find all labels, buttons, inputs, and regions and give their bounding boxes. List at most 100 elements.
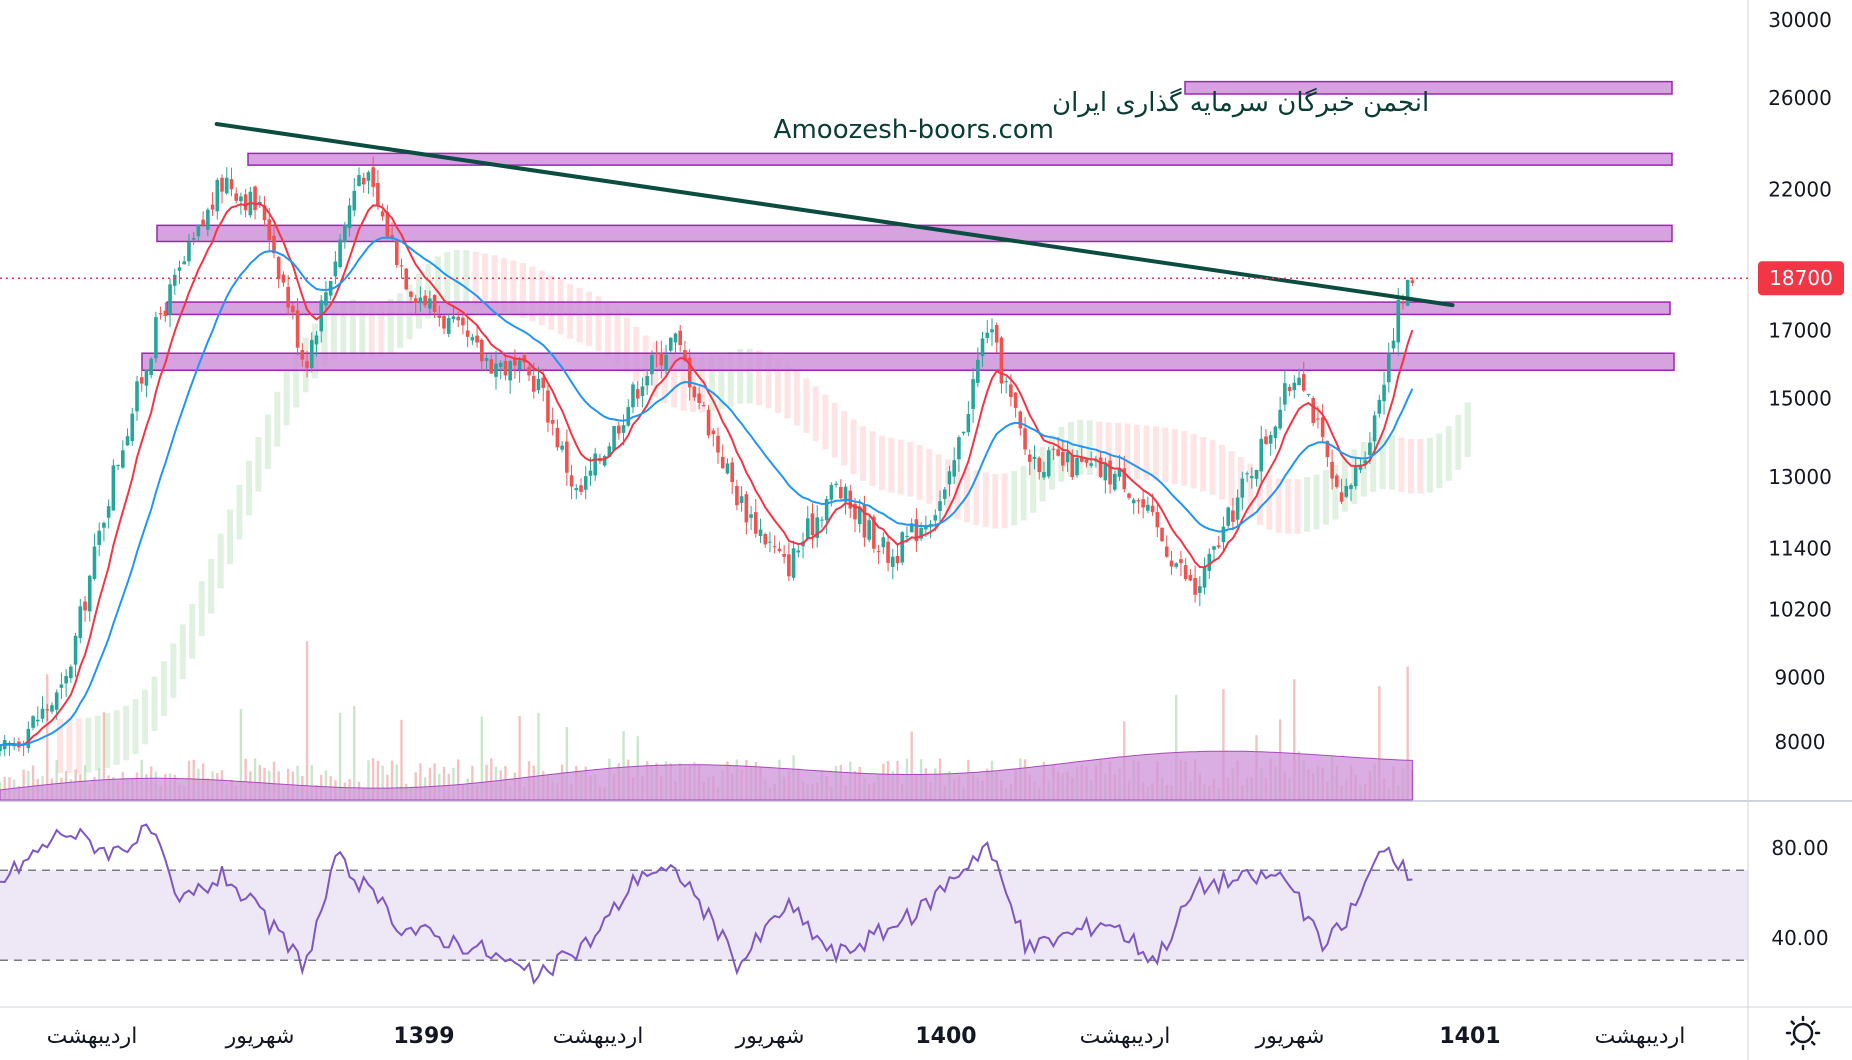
- cloud-segment: [850, 419, 857, 475]
- candle: [1042, 461, 1046, 481]
- candle: [1202, 557, 1207, 595]
- cloud-segment: [349, 299, 356, 355]
- cloud-segment: [1001, 473, 1008, 529]
- volume-bar: [1406, 666, 1409, 800]
- price-axis[interactable]: 30000 26000 22000 17000 15000 13000 11400 10200…: [1768, 8, 1832, 754]
- candle: [73, 632, 78, 678]
- candle: [343, 221, 347, 249]
- cloud-segment: [425, 263, 432, 319]
- candle: [612, 425, 616, 452]
- volume-bar: [3, 777, 6, 800]
- candle: [201, 211, 205, 227]
- candle: [191, 231, 196, 246]
- cloud-segment: [1096, 421, 1103, 477]
- candle: [1198, 576, 1202, 607]
- candle: [876, 544, 881, 564]
- cloud-segment: [94, 715, 101, 771]
- candle: [1113, 470, 1117, 492]
- candle: [645, 368, 649, 395]
- cloud-segment: [1398, 437, 1405, 493]
- candle: [437, 305, 442, 327]
- candle: [347, 198, 352, 237]
- cloud-segment: [1209, 440, 1216, 495]
- candle: [744, 491, 749, 535]
- candle: [753, 498, 758, 538]
- volume-bar: [31, 765, 35, 800]
- candle: [839, 479, 843, 500]
- cloud-segment: [878, 435, 885, 491]
- candle: [668, 337, 673, 353]
- candle: [1023, 416, 1027, 456]
- candle: [428, 290, 432, 314]
- cloud-segment: [1067, 421, 1074, 477]
- sun-settings-icon[interactable]: [1785, 1015, 1821, 1051]
- cloud-segment: [1294, 479, 1301, 534]
- candle: [111, 459, 116, 511]
- cloud-segment: [992, 473, 999, 529]
- candle: [125, 428, 130, 446]
- candle: [158, 306, 163, 320]
- cloud-segment: [945, 459, 952, 514]
- candle: [182, 256, 187, 265]
- time-label: شهریور: [1255, 1024, 1325, 1049]
- candle: [976, 347, 980, 388]
- candle: [253, 185, 257, 220]
- candle: [276, 255, 281, 289]
- last-price-label: 18700: [1769, 266, 1833, 290]
- candle: [144, 369, 149, 398]
- candle: [50, 702, 54, 715]
- candle: [243, 188, 248, 218]
- candle: [333, 251, 338, 285]
- candle: [489, 354, 494, 375]
- volume-ma-area: [0, 750, 1413, 801]
- volume-bar: [46, 674, 49, 800]
- candle: [1183, 557, 1188, 582]
- candle: [413, 294, 418, 314]
- candle: [735, 479, 739, 511]
- cloud-segment: [170, 643, 177, 699]
- cloud-segment: [888, 437, 895, 493]
- candle: [678, 324, 683, 352]
- candle: [1216, 535, 1221, 549]
- cloud-segment: [793, 370, 800, 426]
- cloud-segment: [935, 454, 942, 510]
- candlesticks[interactable]: [0, 156, 1415, 757]
- volume-bar: [400, 719, 403, 800]
- candle: [92, 533, 97, 581]
- cloud-segment: [1200, 437, 1207, 492]
- candle: [267, 208, 272, 253]
- candle: [206, 207, 210, 237]
- cloud-segment: [217, 533, 224, 589]
- candle: [163, 302, 168, 323]
- candle: [631, 381, 635, 414]
- volume-bar: [490, 758, 493, 800]
- candle: [527, 364, 531, 382]
- descending-trendline[interactable]: [214, 121, 1455, 308]
- volume-bar: [353, 706, 356, 800]
- volume-bar: [272, 761, 276, 800]
- candle: [1046, 446, 1051, 479]
- candle: [730, 457, 734, 495]
- candle: [1292, 375, 1297, 399]
- cloud-segment: [142, 689, 149, 745]
- time-axis[interactable]: اردیبهشت شهریور 1399 اردیبهشت شهریور 1400 اردی…: [47, 1024, 1686, 1049]
- volume-bar: [296, 765, 299, 800]
- cloud-segment: [1275, 478, 1282, 533]
- candle: [130, 407, 135, 447]
- cloud-segment: [680, 356, 687, 411]
- cloud-segment: [123, 705, 130, 761]
- candle: [418, 286, 423, 312]
- cloud-segment: [897, 439, 904, 495]
- candle: [432, 294, 437, 319]
- cloud-segment: [1379, 434, 1386, 490]
- rsi-axis[interactable]: 80.00 40.00: [1771, 836, 1828, 950]
- support-resistance-zones[interactable]: [141, 80, 1675, 371]
- candle: [272, 225, 276, 259]
- candle: [952, 447, 956, 484]
- time-label: اردیبهشت: [553, 1024, 644, 1049]
- candle: [650, 350, 654, 386]
- cloud-segment: [822, 394, 829, 450]
- candle: [640, 377, 645, 408]
- candle: [782, 545, 786, 564]
